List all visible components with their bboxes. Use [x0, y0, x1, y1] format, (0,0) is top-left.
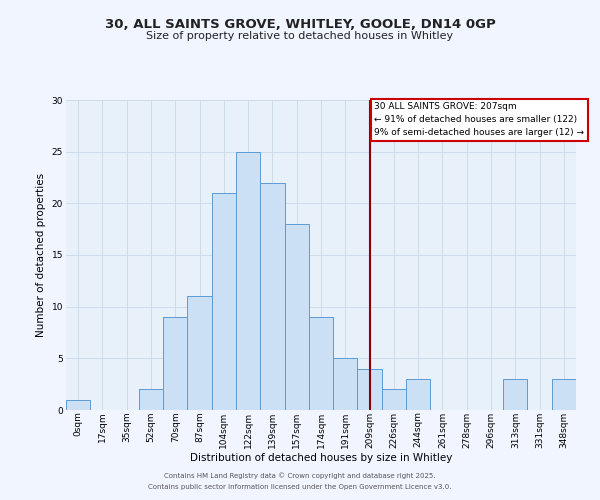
Bar: [187, 296, 212, 410]
Bar: [284, 224, 309, 410]
Text: Contains HM Land Registry data © Crown copyright and database right 2025.: Contains HM Land Registry data © Crown c…: [164, 472, 436, 479]
Bar: [406, 379, 430, 410]
Bar: [358, 368, 382, 410]
Y-axis label: Number of detached properties: Number of detached properties: [36, 173, 46, 337]
Bar: [163, 317, 187, 410]
Bar: [139, 390, 163, 410]
Bar: [309, 317, 333, 410]
Bar: [503, 379, 527, 410]
Bar: [212, 193, 236, 410]
Bar: [333, 358, 358, 410]
Bar: [66, 400, 90, 410]
Bar: [236, 152, 260, 410]
Text: Size of property relative to detached houses in Whitley: Size of property relative to detached ho…: [146, 31, 454, 41]
Text: 30 ALL SAINTS GROVE: 207sqm
← 91% of detached houses are smaller (122)
9% of sem: 30 ALL SAINTS GROVE: 207sqm ← 91% of det…: [374, 102, 584, 138]
Bar: [552, 379, 576, 410]
X-axis label: Distribution of detached houses by size in Whitley: Distribution of detached houses by size …: [190, 454, 452, 464]
Text: 30, ALL SAINTS GROVE, WHITLEY, GOOLE, DN14 0GP: 30, ALL SAINTS GROVE, WHITLEY, GOOLE, DN…: [104, 18, 496, 30]
Bar: [382, 390, 406, 410]
Text: Contains public sector information licensed under the Open Government Licence v3: Contains public sector information licen…: [148, 484, 452, 490]
Bar: [260, 182, 284, 410]
